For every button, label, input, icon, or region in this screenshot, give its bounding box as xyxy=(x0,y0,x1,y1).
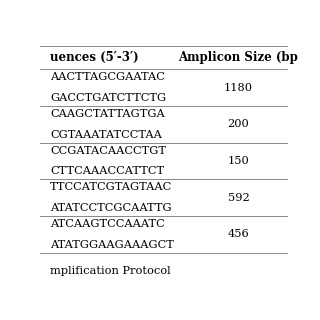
Text: CAAGCTATTAGTGA: CAAGCTATTAGTGA xyxy=(50,109,165,119)
Text: CGTAAATATCCTAA: CGTAAATATCCTAA xyxy=(50,130,162,140)
Text: GACCTGATCTTCTG: GACCTGATCTTCTG xyxy=(50,93,166,103)
Text: AACTTAGCGAATAC: AACTTAGCGAATAC xyxy=(50,72,165,82)
Text: CTTCAAACCATTCT: CTTCAAACCATTCT xyxy=(50,166,164,176)
Text: Amplicon Size (bp: Amplicon Size (bp xyxy=(179,51,298,64)
Text: ATCAAGTCCAAATC: ATCAAGTCCAAATC xyxy=(50,219,165,229)
Text: TTCCATCGTAGTAAC: TTCCATCGTAGTAAC xyxy=(50,182,172,192)
Text: CCGATACAACCTGT: CCGATACAACCTGT xyxy=(50,146,166,156)
Text: 200: 200 xyxy=(228,119,249,129)
Text: uences (5′-3′): uences (5′-3′) xyxy=(50,51,139,64)
Text: 150: 150 xyxy=(228,156,249,166)
Text: ATATGGAAGAAAGCT: ATATGGAAGAAAGCT xyxy=(50,240,174,250)
Text: 456: 456 xyxy=(228,229,249,239)
Text: mplification Protocol: mplification Protocol xyxy=(50,266,171,276)
Text: 1180: 1180 xyxy=(224,83,253,92)
Text: ATATCCTCGCAATTG: ATATCCTCGCAATTG xyxy=(50,203,172,213)
Text: 592: 592 xyxy=(228,193,249,203)
